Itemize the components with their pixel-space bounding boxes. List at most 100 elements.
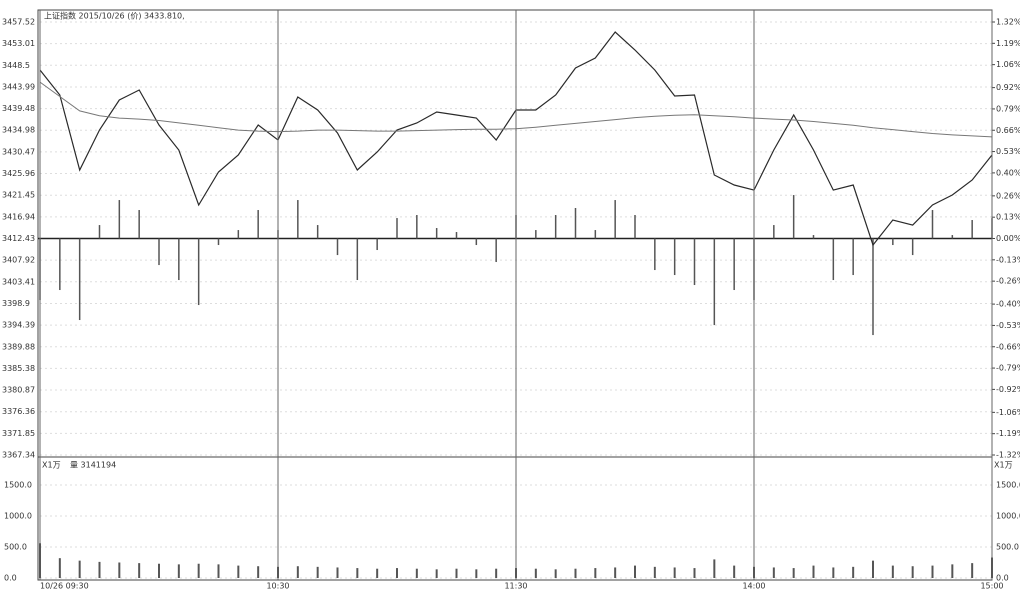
- y2-tick-label: 1000.0: [996, 512, 1020, 521]
- volume-bar: [495, 568, 498, 578]
- volume-bar: [891, 565, 894, 578]
- volume-bar: [217, 564, 220, 578]
- volume-bar: [792, 568, 795, 578]
- y-tick-label: 3389.88: [2, 342, 35, 351]
- volume-bar: [277, 566, 279, 578]
- y2-tick-label: 1.32%: [996, 18, 1020, 27]
- volume-bar: [58, 558, 61, 578]
- y2-tick-label: 0.53%: [996, 147, 1020, 156]
- volume-bar: [554, 569, 557, 578]
- volume-bar: [852, 566, 855, 578]
- y-tick-label: 3385.38: [2, 364, 35, 373]
- volume-bar: [673, 567, 676, 578]
- y-tick-label: 3430.47: [2, 147, 35, 156]
- volume-bar: [713, 559, 716, 578]
- x-tick-label: 11:30: [504, 582, 527, 591]
- y-tick-label: 3371.85: [2, 429, 35, 438]
- volume-bar: [98, 561, 101, 578]
- volume-bar: [237, 565, 240, 578]
- volume-bar: [653, 566, 656, 578]
- volume-bar: [594, 568, 597, 578]
- y-tick-label: 3412.43: [2, 234, 35, 243]
- y2-tick-label: -0.40%: [996, 300, 1020, 309]
- y-tick-label: 3416.94: [2, 212, 35, 221]
- y2-tick-label: 0.79%: [996, 104, 1020, 113]
- y2-tick-label: 0.66%: [996, 126, 1020, 135]
- volume-unit: X1万: [994, 461, 1013, 470]
- y-tick-label: 1500.0: [4, 481, 32, 490]
- y2-tick-label: 0.40%: [996, 168, 1020, 177]
- y-tick-label: 3367.34: [2, 451, 35, 460]
- volume-bar: [991, 557, 993, 578]
- volume-bar: [574, 568, 577, 578]
- x-tick-label: 15:00: [980, 582, 1003, 591]
- x-tick-label: 14:00: [742, 582, 765, 591]
- y-tick-label: 3425.96: [2, 169, 35, 178]
- y-tick-label: 3407.92: [2, 256, 35, 265]
- y-tick-label: 3434.98: [2, 126, 35, 135]
- volume-bar: [197, 563, 200, 578]
- y2-tick-label: -0.26%: [996, 277, 1020, 286]
- y-tick-label: 3443.99: [2, 82, 35, 91]
- y2-tick-label: -0.79%: [996, 364, 1020, 373]
- volume-bar: [356, 568, 359, 578]
- y-tick-label: 3376.36: [2, 407, 35, 416]
- volume-bar: [753, 566, 755, 578]
- y2-tick-label: -0.66%: [996, 342, 1020, 351]
- y2-tick-label: 1.19%: [996, 39, 1020, 48]
- volume-bar: [296, 566, 299, 578]
- y2-tick-label: -0.92%: [996, 385, 1020, 394]
- volume-unit: X1万: [42, 461, 61, 470]
- y2-tick-label: 500.0: [996, 543, 1019, 552]
- y2-tick-label: -1.32%: [996, 451, 1020, 460]
- volume-bar: [931, 565, 934, 578]
- y2-tick-label: -1.06%: [996, 408, 1020, 417]
- volume-bar: [177, 564, 180, 578]
- volume-title: 量 3141194: [70, 461, 116, 470]
- y2-tick-label: 0.0: [996, 574, 1009, 583]
- volume-bar: [693, 568, 696, 578]
- y2-tick-label: -1.19%: [996, 429, 1020, 438]
- volume-bar: [634, 565, 636, 578]
- volume-bar: [971, 563, 974, 578]
- y2-tick-label: 0.13%: [996, 213, 1020, 222]
- volume-bar: [39, 543, 41, 578]
- volume-bar: [336, 567, 339, 578]
- volume-bar: [515, 568, 517, 578]
- volume-bar: [911, 566, 914, 578]
- y-tick-label: 3394.39: [2, 321, 35, 330]
- volume-bar: [415, 568, 418, 578]
- volume-bar: [475, 569, 478, 578]
- y2-tick-label: -0.53%: [996, 321, 1020, 330]
- volume-bar: [733, 565, 736, 578]
- x-tick-label: 10:30: [266, 582, 289, 591]
- y2-tick-label: -0.13%: [996, 255, 1020, 264]
- volume-bar: [812, 565, 815, 578]
- y-tick-label: 3398.9: [2, 299, 30, 308]
- y-tick-label: 500.0: [4, 543, 27, 552]
- volume-bar: [257, 566, 260, 578]
- y2-tick-label: 0.26%: [996, 191, 1020, 200]
- y2-tick-label: 0.00%: [996, 234, 1020, 243]
- volume-bar: [435, 569, 438, 578]
- volume-bar: [455, 568, 458, 578]
- y-tick-label: 3453.01: [2, 39, 35, 48]
- y2-tick-label: 0.92%: [996, 83, 1020, 92]
- y2-tick-label: 1500.0: [996, 481, 1020, 490]
- volume-bar: [872, 560, 874, 578]
- volume-bar: [832, 567, 835, 578]
- x-tick-label: 10/26 09:30: [40, 582, 89, 591]
- volume-bar: [951, 564, 954, 578]
- y-tick-label: 3380.87: [2, 386, 35, 395]
- y-tick-label: 3439.48: [2, 104, 35, 113]
- volume-bar: [614, 567, 617, 578]
- volume-bar: [138, 563, 141, 578]
- volume-bar: [118, 562, 121, 578]
- volume-bar: [376, 568, 379, 578]
- y-tick-label: 0.0: [4, 574, 17, 583]
- volume-bar: [396, 568, 398, 578]
- volume-bar: [772, 567, 775, 578]
- y-tick-label: 1000.0: [4, 512, 32, 521]
